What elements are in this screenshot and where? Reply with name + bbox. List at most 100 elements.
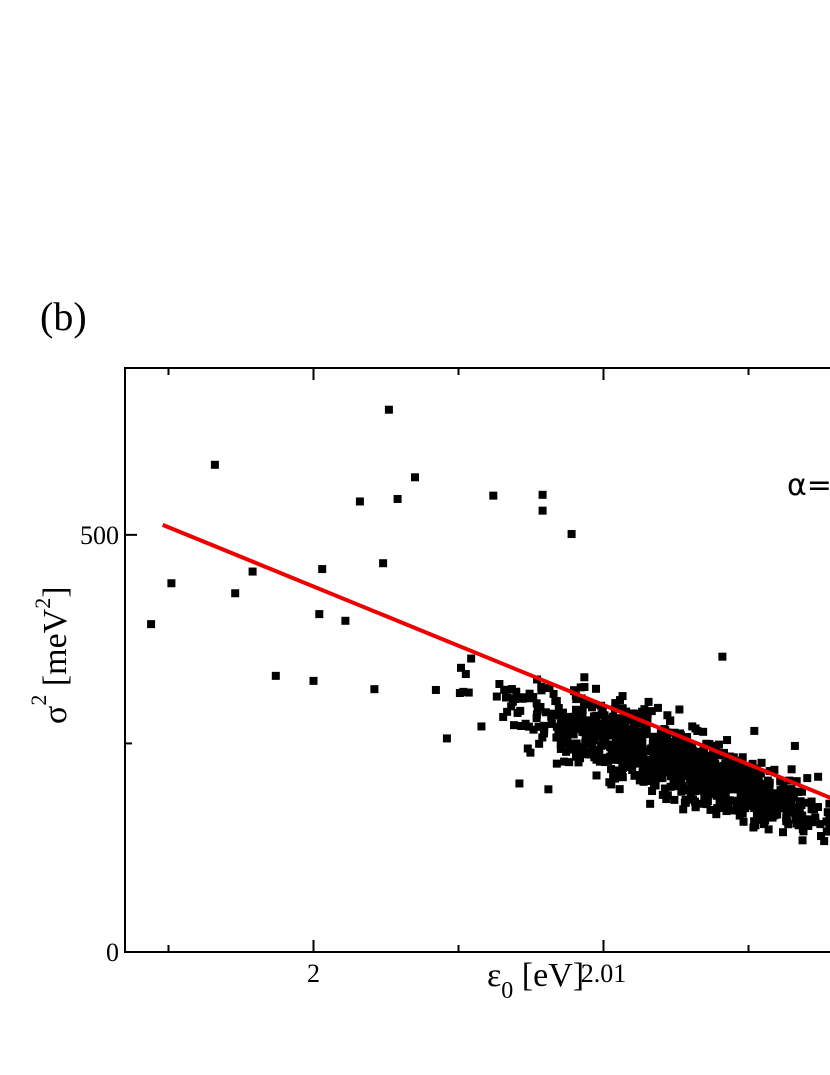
data-point bbox=[563, 732, 572, 741]
data-point bbox=[672, 770, 681, 779]
data-point bbox=[559, 715, 568, 724]
data-point bbox=[500, 685, 509, 694]
data-point bbox=[534, 722, 543, 731]
data-point bbox=[814, 772, 823, 781]
data-point bbox=[688, 722, 697, 731]
data-point bbox=[639, 777, 648, 786]
data-point bbox=[794, 815, 803, 824]
data-point bbox=[773, 810, 782, 819]
data-point bbox=[577, 721, 586, 730]
data-point bbox=[640, 705, 649, 714]
data-point bbox=[618, 751, 627, 760]
data-point bbox=[790, 741, 799, 750]
data-point bbox=[562, 747, 571, 756]
data-point bbox=[650, 734, 659, 743]
data-point bbox=[769, 789, 778, 798]
data-point bbox=[370, 685, 379, 694]
data-point bbox=[631, 739, 640, 748]
data-point bbox=[738, 793, 747, 802]
data-point bbox=[693, 769, 702, 778]
data-point bbox=[666, 716, 675, 725]
data-point bbox=[524, 722, 533, 731]
data-point bbox=[538, 506, 547, 515]
data-point bbox=[718, 652, 727, 661]
data-point bbox=[565, 728, 574, 737]
data-point bbox=[533, 706, 542, 715]
plot-frame bbox=[124, 367, 830, 953]
data-point bbox=[669, 776, 678, 785]
data-point bbox=[613, 721, 622, 730]
data-point bbox=[825, 799, 830, 808]
data-point bbox=[723, 771, 732, 780]
x-axis-label-sub: 0 bbox=[501, 978, 513, 1004]
data-point bbox=[629, 709, 638, 718]
annotation-alpha: α= bbox=[787, 468, 830, 503]
data-point bbox=[756, 810, 765, 819]
data-point bbox=[608, 742, 617, 751]
data-point bbox=[674, 775, 683, 784]
data-point bbox=[695, 799, 704, 808]
data-point bbox=[791, 805, 800, 814]
x-axis-label: ε0 [eV] bbox=[487, 957, 584, 1004]
data-point bbox=[749, 793, 758, 802]
data-point bbox=[638, 743, 647, 752]
data-point bbox=[587, 733, 596, 742]
data-point bbox=[665, 762, 674, 771]
data-point bbox=[658, 761, 667, 770]
data-point bbox=[657, 766, 666, 775]
data-point bbox=[545, 684, 554, 693]
data-point bbox=[728, 785, 737, 794]
data-point bbox=[477, 722, 486, 731]
data-point bbox=[689, 763, 698, 772]
data-point bbox=[579, 743, 588, 752]
data-point bbox=[655, 737, 664, 746]
data-point bbox=[781, 803, 790, 812]
data-point bbox=[569, 730, 578, 739]
data-point bbox=[618, 725, 627, 734]
data-point bbox=[552, 759, 561, 768]
data-point bbox=[797, 787, 806, 796]
data-point bbox=[643, 747, 652, 756]
data-point bbox=[501, 693, 510, 702]
svg-text:ε0 [eV]: ε0 [eV] bbox=[487, 957, 584, 1004]
data-point bbox=[739, 817, 748, 826]
data-point bbox=[512, 687, 521, 696]
data-point bbox=[750, 817, 759, 826]
data-point bbox=[699, 780, 708, 789]
data-point bbox=[574, 712, 583, 721]
data-point bbox=[704, 786, 713, 795]
data-point bbox=[592, 771, 601, 780]
data-point bbox=[456, 663, 465, 672]
data-point bbox=[791, 810, 800, 819]
data-point bbox=[756, 769, 765, 778]
data-point bbox=[632, 727, 641, 736]
data-point bbox=[633, 732, 642, 741]
data-point bbox=[757, 798, 766, 807]
data-point bbox=[609, 772, 618, 781]
data-point bbox=[572, 723, 581, 732]
y-axis-label-main: σ bbox=[37, 706, 74, 724]
data-point bbox=[431, 685, 440, 694]
data-point bbox=[736, 782, 745, 791]
data-point bbox=[588, 703, 597, 712]
data-point bbox=[723, 776, 732, 785]
data-point bbox=[570, 686, 579, 695]
data-point bbox=[666, 741, 675, 750]
data-point bbox=[315, 610, 324, 619]
data-point bbox=[624, 750, 633, 759]
data-point bbox=[706, 805, 715, 814]
data-point bbox=[639, 751, 648, 760]
data-point bbox=[652, 758, 661, 767]
x-axis-label-main: ε bbox=[487, 957, 501, 994]
data-point bbox=[552, 733, 561, 742]
data-point bbox=[748, 765, 757, 774]
data-point bbox=[578, 706, 587, 715]
data-point bbox=[492, 692, 501, 701]
data-point bbox=[633, 745, 642, 754]
data-point bbox=[499, 712, 508, 721]
data-point bbox=[525, 694, 534, 703]
y-axis-label-unit-sup: 2 bbox=[30, 598, 55, 609]
data-point bbox=[675, 705, 684, 714]
data-point bbox=[607, 747, 616, 756]
data-point bbox=[576, 683, 585, 692]
